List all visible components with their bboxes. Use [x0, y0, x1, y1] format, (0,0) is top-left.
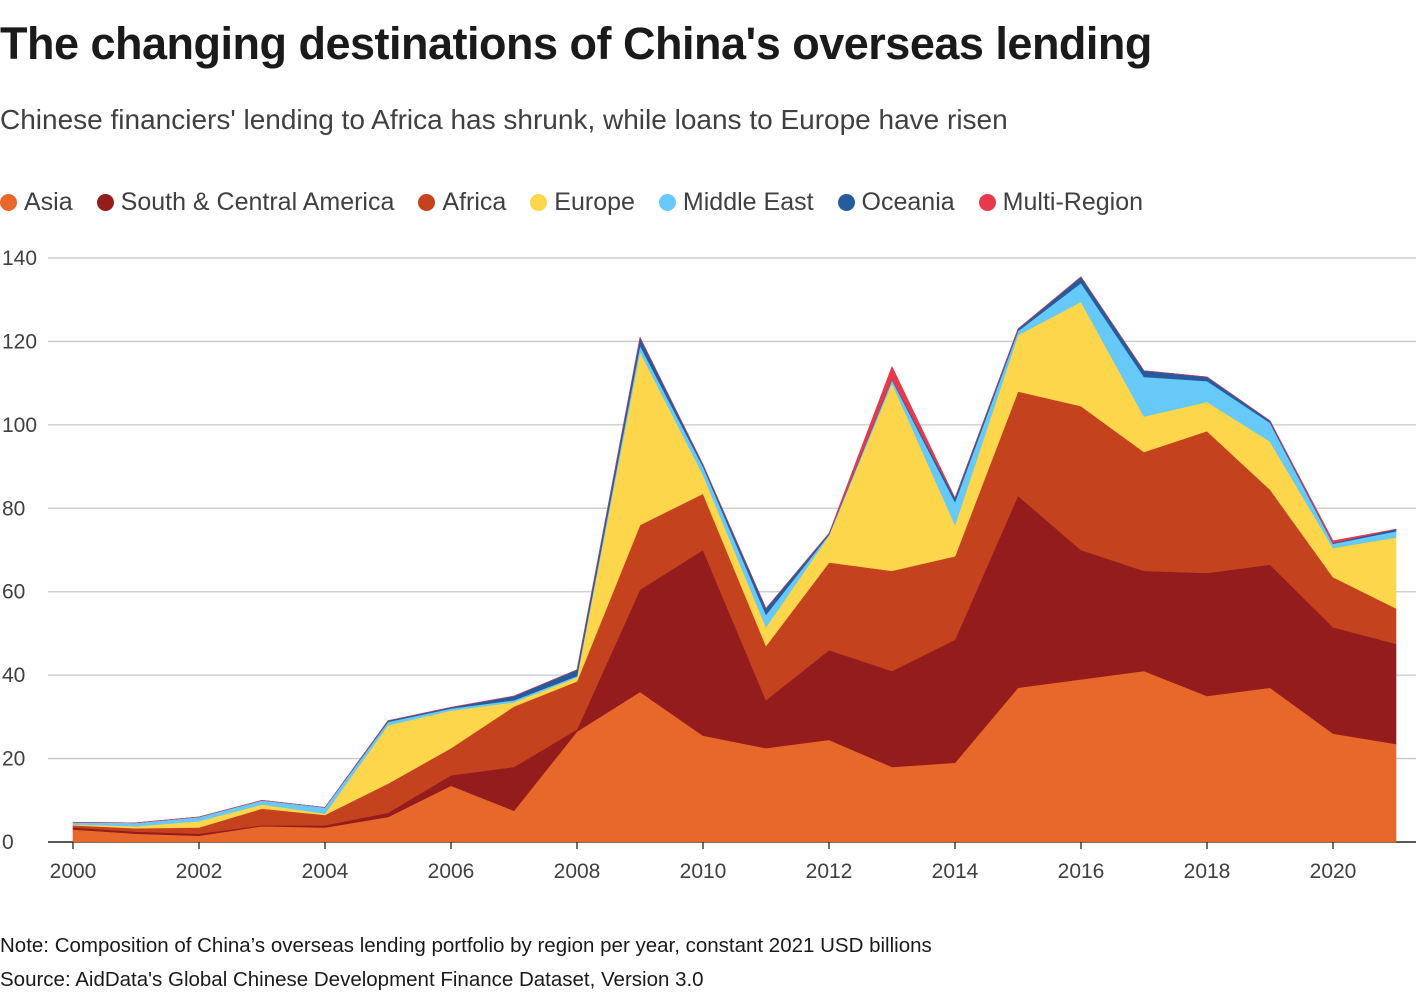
legend-label-oceania: Oceania	[861, 187, 955, 216]
legend-label-asia: Asia	[24, 187, 73, 216]
y-tick-label: 120	[2, 330, 37, 353]
legend-swatch-south-central-america	[96, 193, 114, 211]
legend-swatch-multi-region	[978, 193, 996, 211]
legend-item-oceania: Oceania	[837, 187, 955, 217]
chart-note: Note: Composition of China’s overseas le…	[0, 934, 932, 957]
y-tick-label: 0	[2, 831, 14, 854]
legend-item-middle-east: Middle East	[658, 187, 814, 217]
legend-swatch-asia	[0, 193, 17, 211]
chart-title: The changing destinations of China's ove…	[0, 18, 1152, 69]
x-tick-label: 2010	[680, 860, 727, 883]
y-tick-label: 40	[2, 664, 25, 687]
y-tick-label: 140	[2, 247, 37, 270]
legend: Asia South & Central America Africa Europe M…	[0, 186, 1167, 218]
x-tick-label: 2004	[302, 860, 349, 883]
legend-swatch-europe	[530, 193, 548, 211]
x-tick-label: 2012	[806, 860, 853, 883]
x-tick-label: 2006	[428, 860, 475, 883]
y-tick-label: 80	[2, 497, 25, 520]
legend-item-multi-region: Multi-Region	[978, 187, 1144, 217]
legend-label-multi-region: Multi-Region	[1002, 187, 1144, 216]
legend-swatch-middle-east	[658, 193, 676, 211]
legend-label-africa: Africa	[442, 187, 507, 216]
legend-item-europe: Europe	[530, 188, 635, 217]
y-axis: 0 20 40 60 80 100 120 140	[2, 247, 37, 854]
chart-source: Source: AidData's Global Chinese Develop…	[0, 968, 704, 991]
stacked-areas	[72, 276, 1397, 843]
y-tick-label: 20	[2, 748, 25, 771]
legend-swatch-africa	[418, 193, 436, 211]
legend-label-europe: Europe	[554, 187, 635, 216]
y-tick-label: 100	[2, 414, 37, 437]
legend-item-south-central-america: South & Central America	[96, 187, 395, 217]
chart-subtitle: Chinese financiers' lending to Africa ha…	[0, 104, 1008, 135]
legend-item-africa: Africa	[418, 188, 506, 217]
x-tick-label: 2018	[1184, 860, 1231, 883]
legend-swatch-oceania	[837, 193, 855, 211]
x-tick-label: 2000	[50, 860, 97, 883]
legend-label-south-central-america: South & Central America	[120, 187, 395, 216]
legend-item-asia: Asia	[0, 188, 73, 217]
legend-label-middle-east: Middle East	[682, 187, 814, 216]
x-tick-label: 2014	[932, 860, 979, 883]
x-tick-label: 2008	[554, 860, 601, 883]
y-tick-label: 60	[2, 581, 25, 604]
area-series-multi-region	[72, 276, 1397, 824]
x-tick-label: 2002	[176, 860, 223, 883]
x-axis: 2000 2002 2004 2006 2008 2010 2012 2014 2016 2018…	[50, 842, 1357, 883]
x-tick-label: 2016	[1058, 860, 1105, 883]
x-tick-label: 2020	[1310, 860, 1357, 883]
